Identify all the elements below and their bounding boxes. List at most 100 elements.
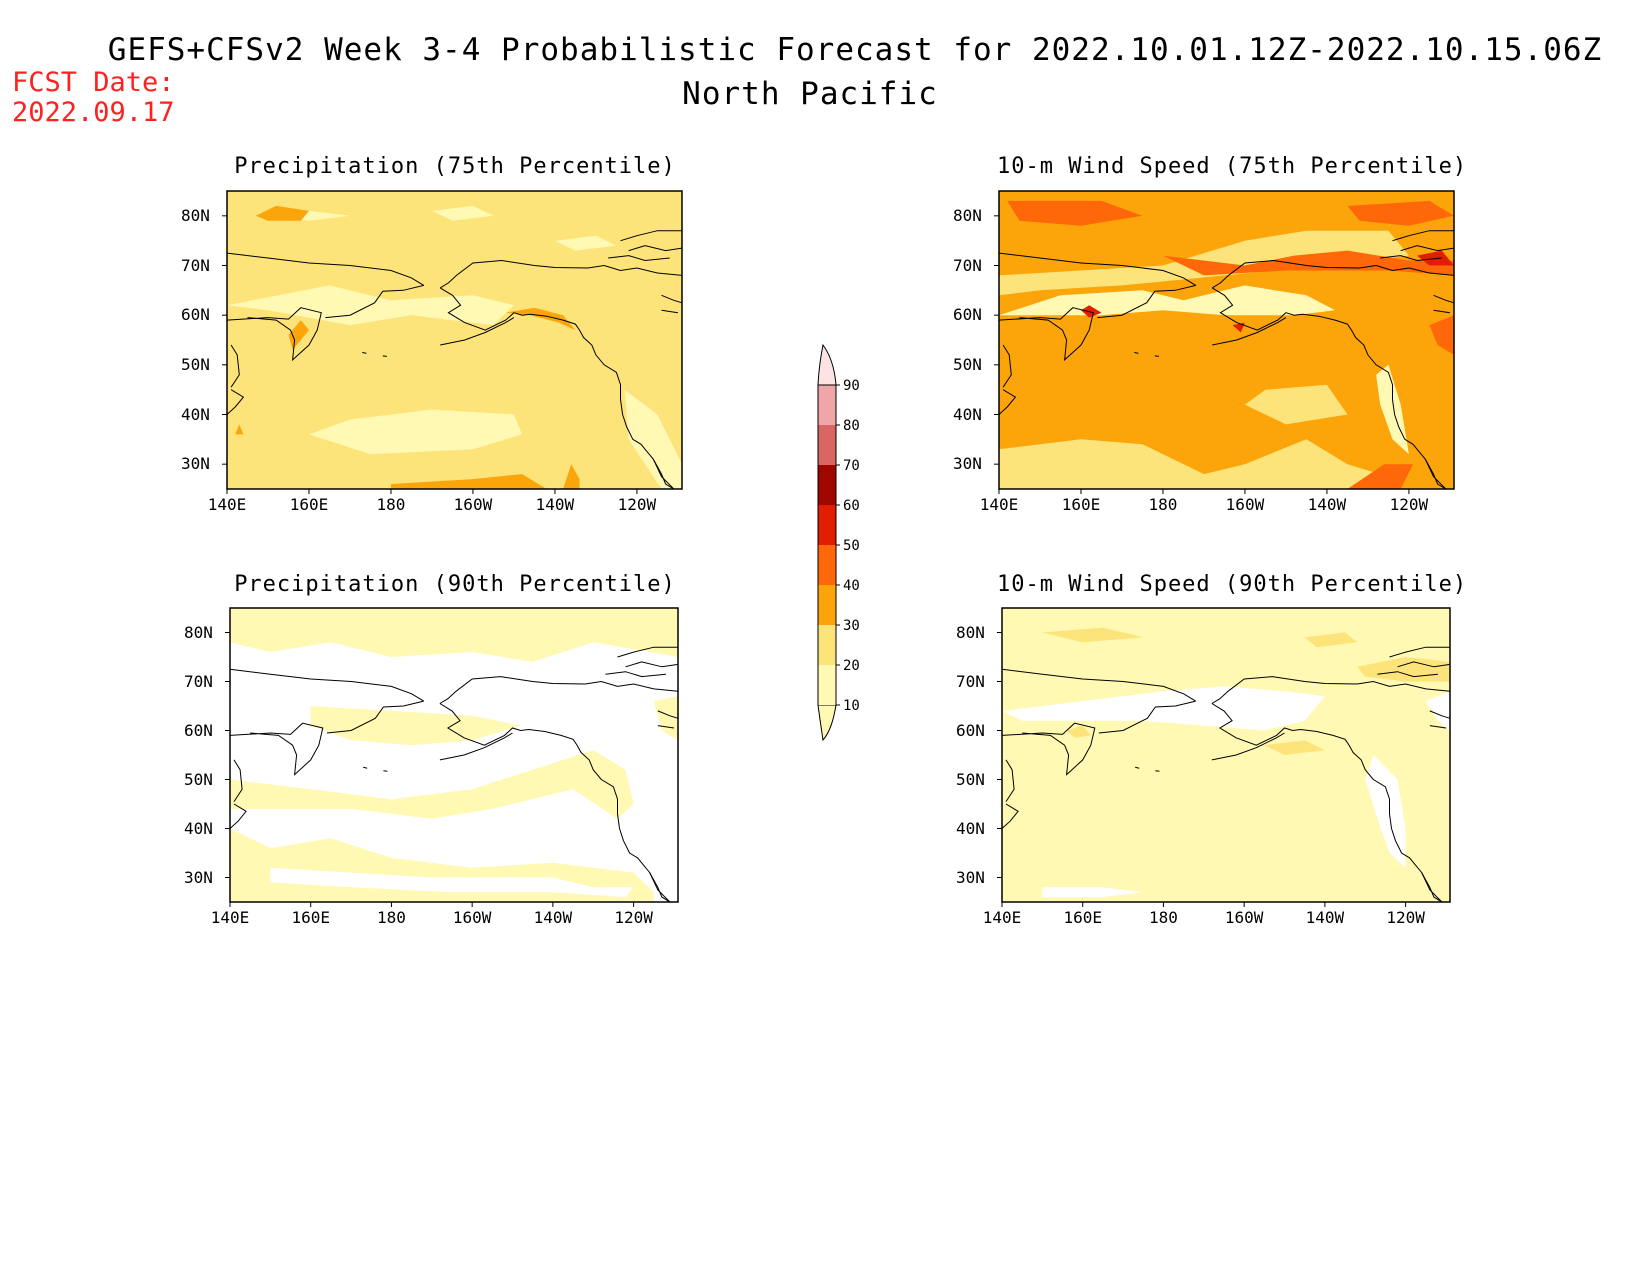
- lat-tick-label: 30N: [184, 867, 213, 887]
- coastline: [1424, 458, 1447, 490]
- probability-contour-fill: [624, 389, 682, 489]
- coastline: [620, 230, 682, 242]
- map-background-fill: [1002, 608, 1450, 902]
- probability-contour-fill: [1066, 725, 1091, 738]
- lon-tick-label: 160W: [1224, 908, 1264, 927]
- lon-tick-label: 140W: [535, 495, 575, 514]
- colorbar-segment: [818, 665, 836, 705]
- figure-subtitle: North Pacific: [682, 76, 938, 112]
- coastline: [439, 732, 513, 761]
- lat-tick-label: 70N: [184, 671, 213, 691]
- colorbar-level-label: 90: [843, 378, 860, 394]
- probability-contour-fill: [288, 320, 309, 350]
- coastline: [1001, 803, 1019, 829]
- lon-tick-label: 140W: [1307, 495, 1347, 514]
- panel-title: 10-m Wind Speed (90th Percentile): [997, 572, 1468, 597]
- lat-tick-label: 30N: [181, 454, 210, 474]
- lat-tick-label: 50N: [181, 354, 210, 374]
- coastline: [1212, 317, 1287, 346]
- probability-contour-fill: [309, 409, 523, 455]
- map-area-precip-90: [225, 607, 679, 907]
- probability-contour-fill: [310, 706, 521, 746]
- lat-tick-label: 30N: [953, 454, 982, 474]
- colorbar-segment: [818, 425, 836, 465]
- coastline: [1097, 284, 1196, 319]
- coastline: [1429, 710, 1451, 719]
- lat-tick-label: 70N: [953, 255, 982, 275]
- panel-title: 10-m Wind Speed (75th Percentile): [997, 154, 1468, 179]
- lat-tick-label: 80N: [184, 622, 213, 642]
- colorbar-segment: [818, 585, 836, 625]
- lon-tick-label: 180: [1148, 495, 1178, 514]
- coastline: [362, 351, 367, 354]
- probability-contour-fill: [999, 285, 1336, 316]
- panel-title: Precipitation (90th Percentile): [234, 572, 676, 597]
- coastline: [1421, 872, 1443, 903]
- coastline: [998, 252, 1197, 286]
- lat-tick-label: 60N: [184, 720, 213, 740]
- colorbar-level-label: 50: [843, 538, 860, 554]
- probability-contour-fill: [1264, 740, 1325, 755]
- probability-contour-fill: [1042, 887, 1144, 898]
- probability-contour-fill: [230, 750, 634, 819]
- probability-contour-fill: [1425, 691, 1450, 731]
- coastline: [1211, 287, 1447, 490]
- colorbar-level-label: 70: [843, 458, 860, 474]
- coastline: [1005, 759, 1015, 802]
- colorbar-segment: [818, 465, 836, 505]
- lat-tick-label: 80N: [181, 205, 210, 225]
- coastline: [233, 759, 243, 802]
- probability-contour-fill: [554, 235, 617, 251]
- coastline: [1377, 671, 1438, 678]
- coastline: [1001, 722, 1096, 776]
- coastline: [661, 294, 683, 304]
- colorbar-lower-extension: [817, 704, 837, 742]
- coastline: [1380, 255, 1442, 262]
- coastline: [440, 317, 515, 346]
- coastline: [439, 676, 679, 704]
- lon-tick-label: 140E: [210, 908, 250, 927]
- probability-contour-fill: [1081, 305, 1102, 318]
- lat-tick-label: 40N: [181, 404, 210, 424]
- coastline: [652, 458, 675, 490]
- lat-tick-label: 40N: [953, 404, 982, 424]
- probability-contour-fill: [255, 205, 309, 221]
- coastline: [1155, 770, 1160, 772]
- lon-tick-label: 140E: [982, 908, 1022, 927]
- coastline: [363, 766, 368, 769]
- lon-tick-label: 140E: [979, 495, 1019, 514]
- probability-contour-fill: [999, 439, 1409, 489]
- map-area-wind-90: [997, 607, 1451, 907]
- coastline: [1392, 230, 1454, 242]
- forecast-date-label: FCST Date:: [12, 67, 175, 98]
- lat-tick-label: 50N: [953, 354, 982, 374]
- coastline: [1211, 676, 1451, 704]
- lat-tick-label: 40N: [956, 818, 985, 838]
- coastline: [383, 770, 388, 772]
- coastline: [1397, 661, 1451, 668]
- figure-title: GEFS+CFSv2 Week 3-4 Probabilistic Foreca…: [107, 32, 1603, 68]
- map-frame: [229, 607, 679, 903]
- lon-tick-label: 120W: [1386, 908, 1425, 927]
- lat-tick-label: 40N: [184, 818, 213, 838]
- lon-tick-label: 160W: [453, 495, 493, 514]
- coastline: [226, 307, 322, 362]
- probability-contour-fill: [653, 696, 678, 741]
- probability-contour-fill: [1347, 464, 1413, 489]
- colorbar-segment: [818, 545, 836, 585]
- coastline: [628, 245, 683, 252]
- probability-contour-fill: [270, 867, 634, 898]
- forecast-date: FCST Date: 2022.09.17: [12, 68, 175, 128]
- coastline: [229, 803, 247, 829]
- coastline: [661, 309, 678, 314]
- lat-tick-label: 60N: [956, 720, 985, 740]
- probability-contour-fill: [1244, 384, 1348, 425]
- colorbar-segment: [818, 625, 836, 665]
- coastline: [229, 668, 424, 702]
- map-frame: [226, 190, 683, 490]
- coastline: [226, 389, 245, 415]
- coastline: [382, 355, 387, 357]
- coastline: [1211, 259, 1455, 289]
- coastline: [1400, 245, 1455, 252]
- coastline: [439, 259, 683, 289]
